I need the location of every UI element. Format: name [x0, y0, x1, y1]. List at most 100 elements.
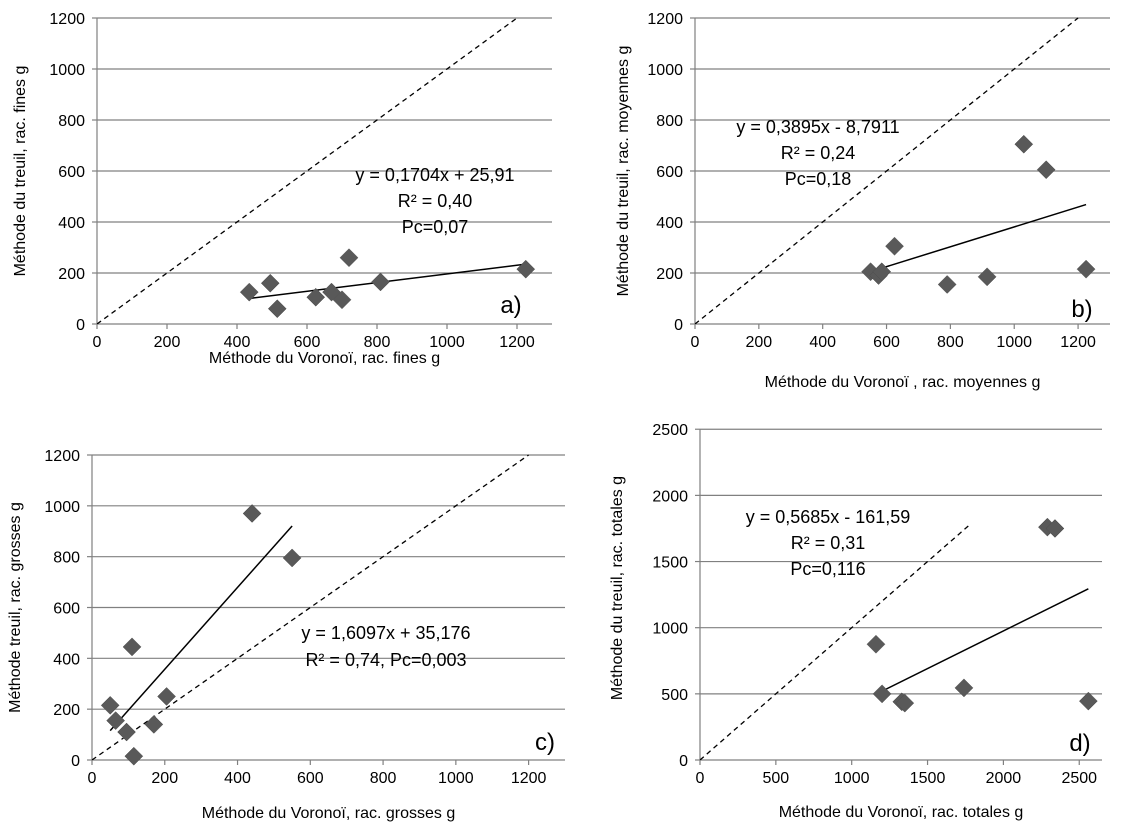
panel-d: 0 500 1000 1500 2000 2500 0 500 1000 1500 2000 250…: [609, 422, 1102, 821]
y-tick-label: 0: [76, 317, 85, 334]
y-tick-label: 600: [58, 164, 85, 181]
y-tick-label: 1000: [652, 621, 688, 638]
x-tick-label: 1000: [429, 334, 465, 351]
y-tick-label: 200: [656, 266, 683, 283]
x-tick-label: 800: [370, 770, 397, 787]
x-tick-label: 1200: [499, 334, 535, 351]
data-point: [242, 504, 262, 523]
x-axis-label: Méthode du Voronoï, rac. grosses g: [202, 805, 455, 822]
y-tick-label: 0: [679, 753, 688, 770]
r-squared-pc: R² = 0,74, Pc=0,003: [305, 650, 466, 670]
y-tick-label: 1200: [44, 448, 80, 465]
pc-value: Pc=0,116: [790, 559, 865, 579]
x-tick-label: 1000: [834, 770, 870, 787]
x-tick-label: 500: [762, 770, 789, 787]
y-tick-label: 1000: [49, 62, 85, 79]
x-tick-label: 0: [88, 770, 97, 787]
x-axis-label: Méthode du Voronoï , rac. moyennes g: [765, 374, 1041, 391]
data-point: [282, 548, 302, 568]
identity-line: [91, 454, 529, 761]
y-tick-label: 600: [656, 164, 683, 181]
x-tick-label: 600: [294, 334, 321, 351]
data-point: [516, 259, 536, 279]
y-tick-label: 200: [53, 702, 80, 719]
data-point: [106, 711, 126, 730]
y-tick-label: 800: [58, 113, 85, 130]
x-tick-label: 400: [224, 770, 251, 787]
r-squared: R² = 0,31: [791, 533, 866, 553]
data-point: [239, 282, 259, 302]
data-point: [267, 299, 287, 319]
y-tick-label: 600: [53, 601, 80, 618]
data-point: [977, 267, 997, 287]
y-axis-label: Méthode du treuil, rac. totales g: [609, 476, 626, 700]
data-point: [866, 634, 886, 654]
data-point: [117, 722, 136, 742]
panel-label: c): [535, 729, 555, 756]
data-point: [872, 262, 892, 282]
y-tick-label: 400: [53, 651, 80, 668]
x-tick-label: 0: [93, 334, 102, 351]
data-point: [1045, 519, 1065, 538]
x-tick-label: 600: [297, 770, 324, 787]
y-tick-label: 1200: [647, 11, 683, 28]
regression-equation: y = 0,3895x - 8,7911: [736, 117, 899, 137]
data-point: [1014, 134, 1034, 154]
data-point: [937, 275, 957, 294]
panel-c: 0 200 400 600 800 1000 1200 0 200 400 600 800 1000 1…: [7, 448, 565, 822]
trend-line: [881, 588, 1089, 692]
y-tick-label: 400: [58, 215, 85, 232]
x-tick-label: 1000: [438, 770, 474, 787]
x-tick-label: 2000: [986, 770, 1022, 787]
data-point: [306, 287, 326, 307]
panel-label: a): [500, 292, 521, 319]
x-axis-label: Méthode du Voronoï, rac. totales g: [779, 804, 1024, 821]
y-tick-label: 500: [661, 687, 688, 704]
data-point: [895, 693, 915, 713]
x-tick-label: 400: [809, 334, 836, 351]
data-point: [371, 272, 390, 292]
data-point: [100, 696, 120, 715]
r-squared: R² = 0,24: [781, 143, 856, 163]
pc-value: Pc=0,18: [785, 169, 852, 189]
y-tick-label: 1200: [49, 11, 85, 28]
identity-line: [694, 17, 1079, 325]
y-axis-label: Méthode du treuil, rac. moyennes g: [615, 46, 632, 297]
panel-label: d): [1069, 730, 1090, 757]
x-tick-label: 800: [364, 334, 391, 351]
panel-label: b): [1071, 296, 1092, 323]
data-point: [144, 715, 164, 734]
y-tick-label: 200: [58, 266, 85, 283]
pc-value: Pc=0,07: [402, 217, 469, 237]
r-squared: R² = 0,40: [398, 191, 473, 211]
y-tick-label: 2000: [652, 488, 688, 505]
x-tick-label: 1500: [910, 770, 946, 787]
x-tick-label: 200: [151, 770, 178, 787]
x-tick-label: 1200: [1060, 334, 1096, 351]
x-tick-label: 400: [224, 334, 251, 351]
y-tick-label: 800: [656, 113, 683, 130]
y-tick-label: 800: [53, 550, 80, 567]
x-axis-label: Méthode du Voronoï, rac. fines g: [209, 350, 440, 367]
data-point: [1036, 160, 1056, 180]
data-point: [339, 248, 359, 268]
y-axis-label: Méthode du treuil, rac. fines g: [12, 66, 29, 277]
x-tick-label: 1000: [996, 334, 1032, 351]
y-tick-label: 0: [674, 317, 683, 334]
data-point: [872, 684, 892, 704]
y-tick-label: 1000: [44, 499, 80, 516]
x-tick-label: 0: [696, 770, 705, 787]
identity-line: [96, 17, 518, 325]
y-axis-label: Méthode treuil, rac. grosses g: [7, 502, 24, 713]
trend-line: [109, 525, 293, 732]
x-tick-label: 200: [745, 334, 772, 351]
y-tick-label: 2500: [652, 422, 688, 439]
regression-equation: y = 0,5685x - 161,59: [746, 507, 911, 527]
y-tick-label: 0: [71, 753, 80, 770]
y-tick-label: 1000: [647, 62, 683, 79]
x-tick-label: 600: [873, 334, 900, 351]
x-tick-label: 0: [691, 334, 700, 351]
y-tick-label: 400: [656, 215, 683, 232]
data-point: [122, 637, 142, 657]
